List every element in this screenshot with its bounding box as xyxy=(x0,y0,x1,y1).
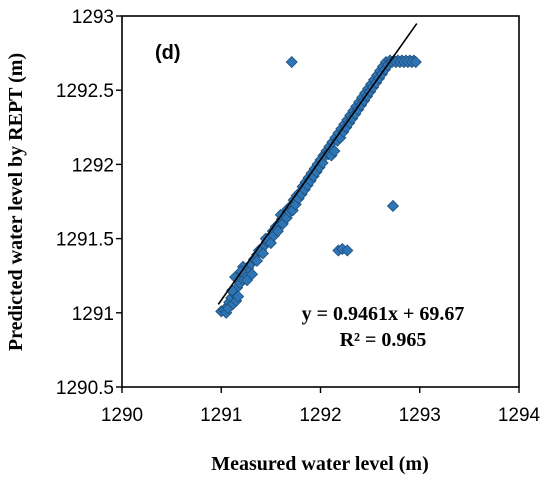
y-tick-label-5: 1293 xyxy=(72,7,114,28)
axes: 1290 1291 1292 1293 1294 1290.5 1291 1291.5 1292… xyxy=(56,7,541,426)
x-tick-label-2: 1292 xyxy=(299,405,341,426)
data-point-127 xyxy=(386,199,400,213)
data-point-69 xyxy=(232,290,245,303)
x-tick-label-4: 1294 xyxy=(498,405,541,426)
y-tick-label-1: 1291 xyxy=(72,304,114,325)
data-point-126 xyxy=(285,55,298,69)
regression-equation: y = 0.9461x + 69.67 xyxy=(302,303,465,325)
data-point-125 xyxy=(409,55,422,69)
data-point-75 xyxy=(250,254,264,267)
trend-line xyxy=(217,23,418,305)
plot-area xyxy=(215,23,422,319)
panel-label: (d) xyxy=(155,42,181,64)
data-point-74 xyxy=(245,268,259,281)
y-tick-label-2: 1291.5 xyxy=(56,230,114,251)
x-tick-label-1: 1291 xyxy=(200,405,242,426)
x-tick-label-3: 1293 xyxy=(399,405,441,426)
y-tick-label-3: 1292 xyxy=(72,155,114,176)
data-point-81 xyxy=(271,225,284,238)
x-axis-title: Measured water level (m) xyxy=(211,453,429,475)
y-tick-label-4: 1292.5 xyxy=(56,81,114,102)
data-point-77 xyxy=(256,247,270,260)
y-tick-label-0: 1290.5 xyxy=(56,378,114,399)
r-squared-label: R² = 0.965 xyxy=(340,329,427,351)
data-point-130 xyxy=(341,244,354,257)
data-point-100 xyxy=(328,144,341,158)
x-tick-label-0: 1290 xyxy=(101,405,143,426)
y-axis-title: Predicted water level by REPT (m) xyxy=(5,53,27,351)
plot-frame xyxy=(121,15,520,388)
